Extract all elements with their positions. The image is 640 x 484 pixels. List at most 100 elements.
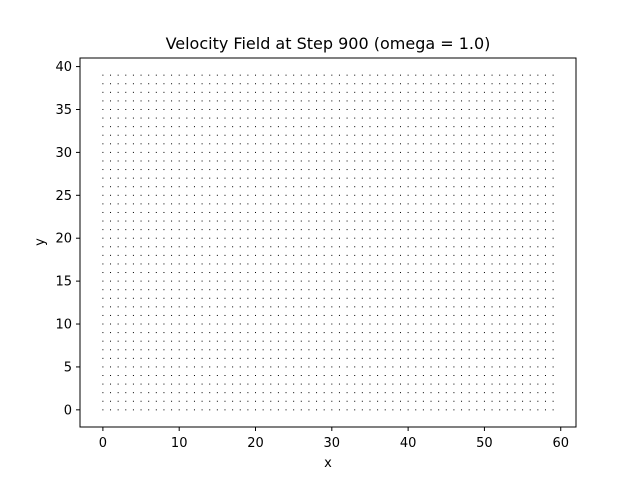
field-arrow — [293, 280, 295, 282]
field-arrow — [270, 91, 272, 93]
field-arrow — [117, 160, 119, 162]
field-arrow — [216, 151, 218, 153]
field-arrow — [125, 169, 127, 171]
field-arrow — [338, 366, 340, 368]
field-arrow — [331, 186, 333, 188]
field-arrow — [323, 160, 325, 162]
field-arrow — [445, 254, 447, 256]
field-arrow — [438, 409, 440, 411]
field-arrow — [430, 314, 432, 316]
field-arrow — [193, 263, 195, 265]
field-arrow — [529, 340, 531, 342]
field-arrow — [102, 177, 104, 179]
field-arrow — [346, 306, 348, 308]
field-arrow — [163, 289, 165, 291]
field-arrow — [155, 357, 157, 359]
field-arrow — [201, 280, 203, 282]
field-arrow — [140, 289, 142, 291]
field-arrow — [300, 409, 302, 411]
field-arrow — [346, 237, 348, 239]
field-arrow — [438, 211, 440, 213]
field-arrow — [300, 169, 302, 171]
field-arrow — [277, 383, 279, 385]
field-arrow — [506, 211, 508, 213]
field-arrow — [377, 160, 379, 162]
field-arrow — [316, 211, 318, 213]
field-arrow — [552, 160, 554, 162]
field-arrow — [239, 186, 241, 188]
field-arrow — [514, 91, 516, 93]
field-arrow — [132, 237, 134, 239]
field-arrow — [338, 186, 340, 188]
field-arrow — [224, 134, 226, 136]
field-arrow — [323, 74, 325, 76]
field-arrow — [270, 409, 272, 411]
field-arrow — [415, 357, 417, 359]
field-arrow — [247, 186, 249, 188]
field-arrow — [178, 160, 180, 162]
field-arrow — [300, 220, 302, 222]
field-arrow — [453, 383, 455, 385]
field-arrow — [399, 203, 401, 205]
field-arrow — [544, 383, 546, 385]
field-arrow — [132, 332, 134, 334]
field-arrow — [422, 400, 424, 402]
field-arrow — [522, 186, 524, 188]
field-arrow — [148, 126, 150, 128]
field-arrow — [239, 177, 241, 179]
field-arrow — [499, 409, 501, 411]
field-arrow — [300, 211, 302, 213]
field-arrow — [331, 229, 333, 231]
field-arrow — [438, 340, 440, 342]
field-arrow — [239, 340, 241, 342]
field-arrow — [155, 323, 157, 325]
field-arrow — [438, 314, 440, 316]
field-arrow — [392, 263, 394, 265]
field-arrow — [117, 332, 119, 334]
field-arrow — [354, 340, 356, 342]
field-arrow — [361, 100, 363, 102]
field-arrow — [140, 375, 142, 377]
field-arrow — [422, 91, 424, 93]
field-arrow — [163, 186, 165, 188]
field-arrow — [316, 375, 318, 377]
field-arrow — [293, 246, 295, 248]
field-arrow — [415, 306, 417, 308]
field-arrow — [544, 237, 546, 239]
field-arrow — [308, 203, 310, 205]
field-arrow — [277, 366, 279, 368]
field-arrow — [445, 392, 447, 394]
field-arrow — [438, 357, 440, 359]
field-arrow — [178, 280, 180, 282]
field-arrow — [209, 314, 211, 316]
field-arrow — [277, 272, 279, 274]
field-arrow — [377, 151, 379, 153]
field-arrow — [399, 211, 401, 213]
field-arrow — [529, 229, 531, 231]
field-arrow — [445, 366, 447, 368]
field-arrow — [422, 126, 424, 128]
field-arrow — [445, 134, 447, 136]
field-arrow — [499, 186, 501, 188]
field-arrow — [239, 383, 241, 385]
field-arrow — [506, 83, 508, 85]
field-arrow — [468, 143, 470, 145]
field-arrow — [415, 211, 417, 213]
field-arrow — [552, 332, 554, 334]
field-arrow — [461, 91, 463, 93]
field-arrow — [163, 297, 165, 299]
field-arrow — [293, 314, 295, 316]
field-arrow — [132, 306, 134, 308]
field-arrow — [285, 280, 287, 282]
field-arrow — [247, 289, 249, 291]
field-arrow — [384, 194, 386, 196]
field-arrow — [216, 400, 218, 402]
field-arrow — [544, 74, 546, 76]
field-arrow — [132, 83, 134, 85]
field-arrow — [270, 229, 272, 231]
field-arrow — [468, 400, 470, 402]
field-arrow — [285, 177, 287, 179]
field-arrow — [544, 203, 546, 205]
field-arrow — [377, 263, 379, 265]
field-arrow — [186, 349, 188, 351]
